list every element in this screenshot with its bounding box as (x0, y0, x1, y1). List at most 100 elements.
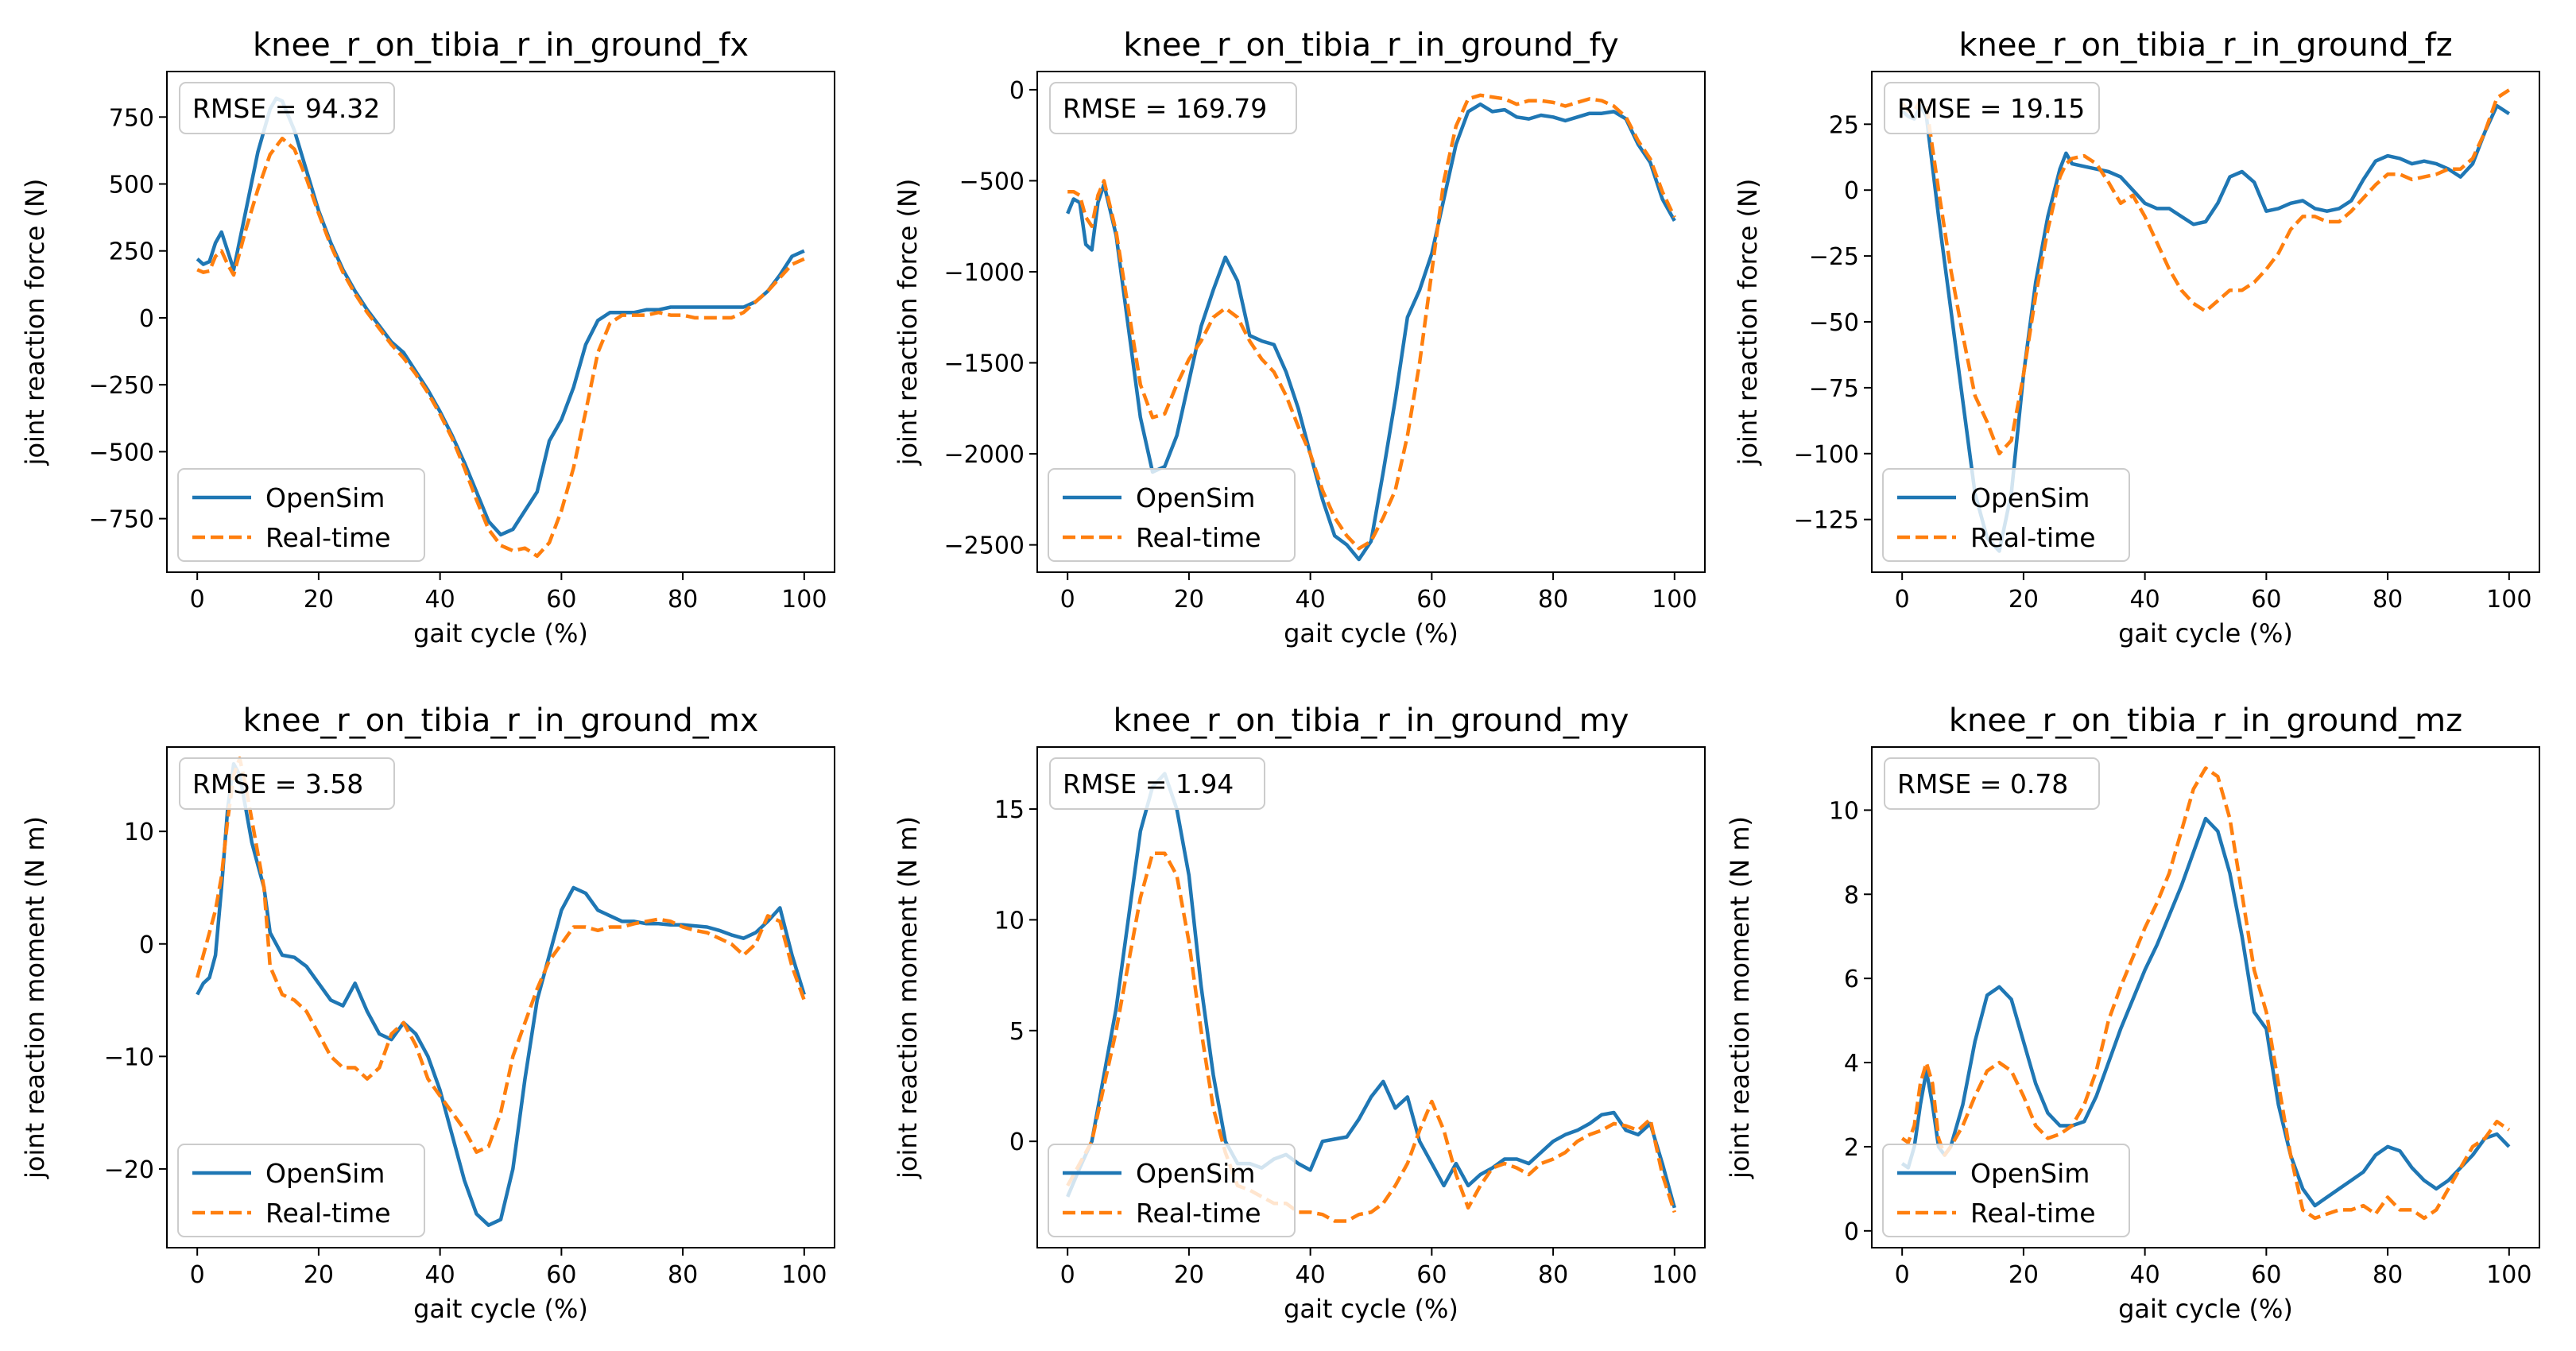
x-tick-label: 0 (1895, 586, 1910, 614)
y-tick-label: 5 (1009, 1018, 1025, 1046)
rmse-box (1049, 757, 1265, 810)
x-tick-label: 20 (304, 586, 334, 614)
x-axis-label: gait cycle (%) (413, 1294, 588, 1324)
y-axis-label: joint reaction force (N) (893, 179, 923, 466)
y-tick-label: −75 (1809, 375, 1859, 403)
y-tick-label: −125 (1794, 507, 1859, 535)
x-tick-label: 40 (425, 1261, 455, 1289)
plot-title: knee_r_on_tibia_r_in_ground_mz (1949, 703, 2462, 739)
x-axis-label: gait cycle (%) (413, 618, 588, 648)
y-tick-label: 10 (994, 907, 1025, 935)
axes-frame (1036, 71, 1706, 573)
y-axis-label: joint reaction force (N) (1733, 179, 1763, 466)
subplot-2: 0 20 40 60 80 100 −125 −100 −75 −50 −25 0 25 knee_r_o… (1733, 27, 2540, 648)
x-tick-label: 100 (1652, 586, 1697, 614)
legend-label: Real-time (1136, 1198, 1261, 1229)
x-tick-label: 20 (1174, 1261, 1204, 1289)
y-tick-label: 0 (1009, 77, 1025, 105)
x-tick-label: 60 (2251, 1261, 2281, 1289)
y-tick-label: 8 (1844, 881, 1859, 909)
subplot-4: 0 20 40 60 80 100 0 5 10 15 knee_r_on_tibia_r_in_g… (893, 703, 1706, 1324)
series-line-opensim (1066, 772, 1676, 1209)
y-axis-label: joint reaction moment (N m) (20, 816, 50, 1179)
plot-title: knee_r_on_tibia_r_in_ground_fx (253, 27, 749, 64)
x-tick-label: 20 (1174, 586, 1204, 614)
x-tick-label: 80 (1538, 1261, 1568, 1289)
y-tick-label: −2000 (944, 441, 1025, 469)
series-line-real-time (1900, 88, 2511, 456)
legend-label: Real-time (1136, 522, 1261, 553)
y-tick-label: −2500 (944, 532, 1025, 560)
x-tick-label: 80 (2373, 586, 2403, 614)
y-tick-label: 500 (109, 171, 154, 199)
rmse-box (1884, 757, 2100, 810)
x-axis-label: gait cycle (%) (2118, 1294, 2293, 1324)
y-axis-label: joint reaction moment (N m) (1725, 816, 1755, 1179)
rmse-box (1884, 82, 2100, 134)
rmse-box (1049, 82, 1297, 134)
x-tick-label: 80 (2373, 1261, 2403, 1289)
rmse-label: RMSE = 1.94 (1063, 768, 1234, 799)
y-tick-label: 0 (1009, 1128, 1025, 1156)
x-tick-label: 0 (1060, 1261, 1075, 1289)
y-tick-label: 250 (109, 238, 154, 266)
legend-label: Real-time (1970, 1198, 2096, 1229)
legend-label: OpenSim (1136, 1158, 1255, 1189)
y-tick-label: −50 (1809, 309, 1859, 337)
legend-label: Real-time (265, 522, 391, 553)
x-tick-label: 80 (668, 586, 698, 614)
subplot-3: 0 20 40 60 80 100 −20 −10 0 10 knee_r_on_tibia_r_i… (20, 703, 835, 1324)
axes-frame (1036, 746, 1706, 1248)
rmse-label: RMSE = 3.58 (192, 768, 363, 799)
plot-title: knee_r_on_tibia_r_in_ground_my (1114, 703, 1629, 739)
rmse-label: RMSE = 0.78 (1897, 768, 2068, 799)
rmse-label: RMSE = 19.15 (1897, 93, 2085, 124)
x-axis-label: gait cycle (%) (1284, 618, 1458, 648)
x-tick-label: 40 (1296, 586, 1326, 614)
x-tick-label: 60 (1416, 586, 1447, 614)
y-tick-label: −100 (1794, 441, 1859, 469)
y-tick-label: 2 (1844, 1134, 1859, 1162)
x-tick-label: 20 (2009, 586, 2039, 614)
y-tick-label: −500 (959, 168, 1025, 195)
y-tick-label: −500 (89, 439, 154, 466)
x-tick-label: 60 (2251, 586, 2281, 614)
plot-title: knee_r_on_tibia_r_in_ground_fy (1123, 27, 1618, 64)
legend-label: OpenSim (1970, 1158, 2090, 1189)
series-line-real-time (196, 136, 805, 559)
x-tick-label: 80 (668, 1261, 698, 1289)
axes-frame (166, 71, 835, 573)
plot-title: knee_r_on_tibia_r_in_ground_mx (243, 703, 759, 739)
y-tick-label: 0 (1844, 1218, 1859, 1246)
x-tick-label: 0 (1895, 1261, 1910, 1289)
subplot-5: 0 20 40 60 80 100 0 2 4 6 8 10 knee_r_on_tibia_r_in_… (1725, 703, 2540, 1324)
y-tick-label: 4 (1844, 1050, 1859, 1078)
x-tick-label: 60 (546, 1261, 576, 1289)
x-tick-label: 40 (2130, 586, 2160, 614)
x-tick-label: 100 (781, 1261, 827, 1289)
legend-label: OpenSim (265, 482, 385, 513)
axes-frame (1871, 746, 2540, 1248)
y-axis-label: joint reaction moment (N m) (893, 816, 923, 1179)
y-tick-label: 10 (1829, 797, 1859, 825)
rmse-box (179, 82, 395, 134)
x-axis-label: gait cycle (%) (1284, 1294, 1458, 1324)
x-tick-label: 40 (1296, 1261, 1326, 1289)
plot-title: knee_r_on_tibia_r_in_ground_fz (1958, 27, 2452, 64)
series-line-real-time (1066, 851, 1676, 1223)
series-line-real-time (196, 756, 806, 1154)
legend-label: OpenSim (1136, 482, 1255, 513)
subplot-1: 0 20 40 60 80 100 −2500 −2000 −1500 −1000 −500 0 kne… (893, 27, 1706, 648)
x-tick-label: 0 (190, 586, 205, 614)
x-tick-label: 100 (2486, 1261, 2531, 1289)
y-tick-label: 750 (109, 104, 154, 132)
x-tick-label: 20 (2009, 1261, 2039, 1289)
series-line-real-time (1900, 766, 2511, 1221)
y-tick-label: −25 (1809, 243, 1859, 271)
series-line-opensim (1066, 102, 1676, 562)
y-tick-label: −10 (104, 1043, 154, 1071)
x-tick-label: 0 (190, 1261, 205, 1289)
rmse-box (179, 757, 395, 810)
rmse-label: RMSE = 94.32 (192, 93, 380, 124)
